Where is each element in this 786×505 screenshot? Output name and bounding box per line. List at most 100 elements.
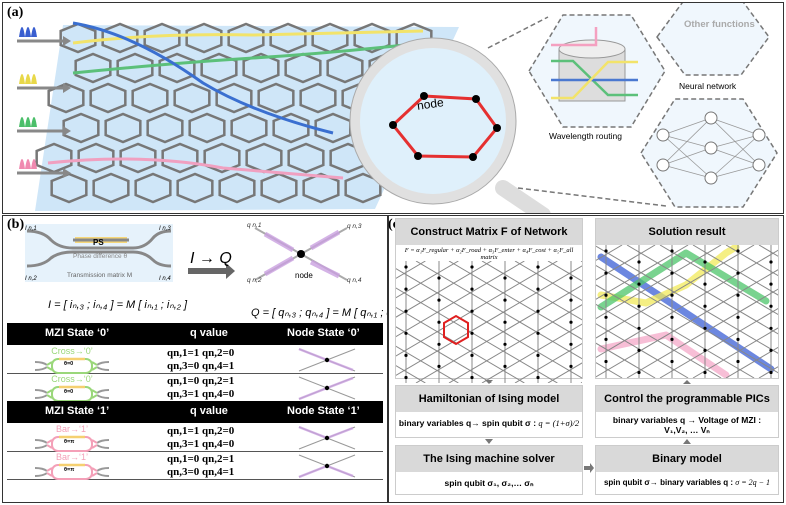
mzi-state-icon <box>34 463 110 480</box>
mzi-state-label: Bar→‘1’ <box>55 452 88 462</box>
lattice-node <box>503 298 507 302</box>
light-arrow <box>263 255 295 277</box>
q-values-line-1: qn,1=0 qn,2=1 <box>167 375 235 387</box>
mesh-cell <box>230 112 268 144</box>
input-pulse-icon <box>19 27 25 37</box>
inset-label-other-functions: Other functions <box>684 19 755 30</box>
mzi-state-label: Cross→‘0’ <box>51 374 93 384</box>
magnifier-rim <box>349 37 517 205</box>
lattice-edge <box>283 260 492 384</box>
lattice-node <box>437 320 441 324</box>
mesh-cell <box>62 112 100 144</box>
node-dot <box>493 124 501 132</box>
lattice-edge <box>758 361 786 379</box>
lattice-node <box>736 337 740 341</box>
lattice-edge <box>560 245 786 379</box>
q-values-line-2: qn,3=0 qn,4=1 <box>167 466 235 478</box>
lattice-node <box>569 298 573 302</box>
arrow-head-icon <box>63 83 71 93</box>
header-node-state: Node State ‘0’ <box>287 327 360 339</box>
nn-neuron <box>704 141 718 155</box>
lattice-edge <box>481 260 690 384</box>
lattice-node <box>404 331 408 335</box>
chip-substrate <box>35 25 459 211</box>
lattice-node <box>703 348 707 352</box>
construct-matrix-box: Construct Matrix F of Network F = α₁F_re… <box>151 218 786 391</box>
route-yellow <box>551 60 638 100</box>
port-label: q n,2 <box>247 277 262 284</box>
lattice-node <box>503 320 507 324</box>
panel-c: (c) Construct Matrix F of Network F = α₁… <box>151 215 786 503</box>
lattice-node <box>437 298 441 302</box>
lattice-node <box>637 304 641 308</box>
input-pulse-icon <box>25 117 31 127</box>
nn-neuron <box>656 158 670 172</box>
input-pulse-icon <box>19 117 25 127</box>
lattice-node <box>437 342 441 346</box>
control-pics-box: Control the programmable PICs binary var… <box>595 385 779 438</box>
route-pink <box>551 27 598 47</box>
node-label: node <box>295 271 313 280</box>
input-pulse-icon <box>31 27 37 37</box>
lattice-edge <box>626 283 786 379</box>
input-pulse-icon <box>31 117 37 127</box>
inset-label-wavelength-routing: Wavelength routing <box>549 131 622 141</box>
table-header-state-1: MZI State ‘1’ q value Node State ‘1’ <box>7 401 383 423</box>
equation-i: I = [ iₙ,₃ ; iₙ,₄ ] = M [ iₙ,₁ ; iₙ,₂ ] <box>48 299 188 311</box>
light-path-pink <box>47 157 344 180</box>
mesh-cell <box>287 142 325 174</box>
zoom-line <box>487 16 549 49</box>
light-path-blue <box>72 21 334 135</box>
solver-text: spin qubit σ₁, σ₂,… σₙ <box>444 478 534 488</box>
photonic-mesh-illustration <box>17 3 778 213</box>
mesh-cell <box>302 172 340 204</box>
lattice-node <box>670 315 674 319</box>
lattice-node <box>470 353 474 357</box>
input-pulse-icon <box>31 74 37 84</box>
mesh-cell <box>77 142 115 174</box>
equation-q: Q = [ qₙ,₃ ; qₙ,₄ ] = M [ qₙ,₁ ; qₙ,₂ ] <box>251 307 387 319</box>
lattice-edge <box>580 260 786 383</box>
inset-label-neural-network: Neural network <box>679 81 737 91</box>
binary-formula: σ = 2q − 1 <box>735 478 771 487</box>
nn-neuron <box>704 171 718 185</box>
mzi-state-label: Bar→‘1’ <box>55 424 88 434</box>
mesh-cell <box>89 82 127 114</box>
solution-route <box>597 253 775 373</box>
lattice-node <box>404 309 408 313</box>
lattice-edge <box>382 260 591 384</box>
table-header-state-0: MZI State ‘0’ q value Node State ‘0’ <box>7 323 383 345</box>
lattice-edge <box>692 244 786 301</box>
input-pulse-icon <box>25 27 31 37</box>
nn-neuron <box>752 158 766 172</box>
lattice-edge <box>692 322 786 379</box>
network-lattice <box>151 260 786 391</box>
nn-edge <box>710 134 760 179</box>
hamiltonian-text: binary variables q→ spin qubit σ : <box>398 418 537 428</box>
mzi-state-icon <box>34 357 110 374</box>
lattice-node <box>470 309 474 313</box>
lattice-node <box>703 282 707 286</box>
panel-a: (a) node Wavelength routing Other functi… <box>2 2 784 214</box>
q-values-line-2: qn,3=0 qn,4=1 <box>167 360 235 372</box>
mzi-state-icon <box>34 435 110 452</box>
lattice-node <box>503 364 507 368</box>
lattice-node <box>604 293 608 297</box>
header-q-value: q value <box>190 327 228 339</box>
router-top <box>558 39 626 59</box>
nn-neuron <box>704 111 718 125</box>
magnifier-handle <box>495 180 551 213</box>
lattice-node <box>437 364 441 368</box>
lattice-node <box>703 326 707 330</box>
port-label: q n,4 <box>347 277 362 284</box>
binary-model-box: Binary model spin qubit σ→ binary variab… <box>595 445 779 495</box>
light-path-arrow <box>298 425 328 440</box>
arrow-up-icon <box>683 439 691 444</box>
waveguide-bottom <box>26 250 172 268</box>
transmission-matrix-label: Transmission matrix M <box>67 272 133 279</box>
lattice-node <box>437 276 441 280</box>
mesh-cell <box>116 52 154 84</box>
light-path-arrow <box>326 464 354 478</box>
lattice-edge <box>659 303 786 379</box>
